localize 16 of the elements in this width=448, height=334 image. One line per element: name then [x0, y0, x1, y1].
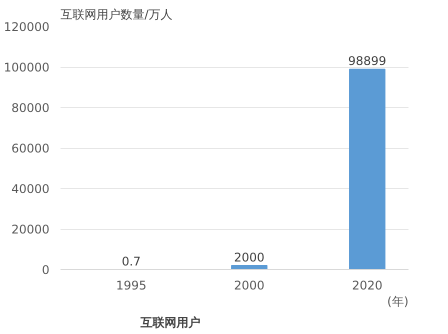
x-tick-label: 2020 [352, 278, 382, 292]
y-tick-label: 100000 [4, 60, 50, 74]
text: 互联网用户 [140, 316, 200, 330]
data-label: 0.7 [122, 254, 141, 268]
data-label: 98899 [348, 54, 386, 68]
y-tick-label: 40000 [11, 182, 50, 196]
y-tick-label: 120000 [4, 20, 50, 34]
x-tick-label: 1995 [116, 278, 147, 292]
y-tick-label: 20000 [11, 222, 50, 236]
x-tick-label: 2000 [234, 278, 265, 292]
x-axis-title: (年) [387, 294, 409, 308]
data-label: 2000 [234, 250, 265, 264]
y-tick-label: 0 [42, 263, 50, 277]
y-axis-title: 互联网用户数量/万人 [60, 8, 173, 22]
y-tick-label: 60000 [11, 142, 50, 156]
y-tick-label: 80000 [11, 101, 50, 115]
